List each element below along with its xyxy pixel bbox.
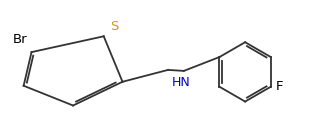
- Text: Br: Br: [13, 33, 27, 46]
- Text: S: S: [110, 20, 118, 33]
- Text: F: F: [276, 80, 283, 93]
- Text: HN: HN: [172, 76, 191, 89]
